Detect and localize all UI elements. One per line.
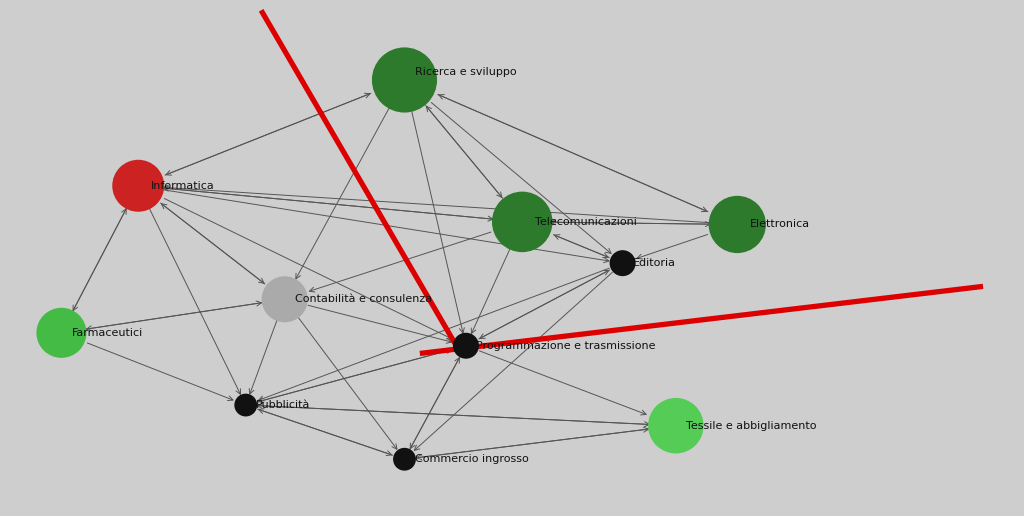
Point — [130, 182, 146, 190]
Text: Editoria: Editoria — [633, 258, 676, 268]
Text: Programmazione e trasmissione: Programmazione e trasmissione — [476, 341, 655, 351]
Point — [729, 220, 745, 229]
Point — [514, 218, 530, 226]
Point — [238, 401, 254, 409]
Point — [668, 422, 684, 430]
Text: Telecomunicazioni: Telecomunicazioni — [535, 217, 636, 227]
Text: Pubblicità: Pubblicità — [256, 400, 310, 410]
Text: Commercio ingrosso: Commercio ingrosso — [415, 454, 528, 464]
Text: Contabilità e consulenza: Contabilità e consulenza — [295, 294, 432, 304]
Text: Tessile e abbigliamento: Tessile e abbigliamento — [686, 421, 816, 431]
Point — [53, 329, 70, 337]
Point — [458, 342, 474, 350]
Text: Informatica: Informatica — [151, 181, 214, 191]
Text: Farmaceutici: Farmaceutici — [72, 328, 143, 338]
Point — [614, 259, 631, 267]
Point — [276, 295, 293, 303]
Text: Elettronica: Elettronica — [750, 219, 810, 230]
Point — [396, 76, 413, 84]
Point — [396, 455, 413, 463]
Text: Ricerca e sviluppo: Ricerca e sviluppo — [415, 67, 516, 77]
